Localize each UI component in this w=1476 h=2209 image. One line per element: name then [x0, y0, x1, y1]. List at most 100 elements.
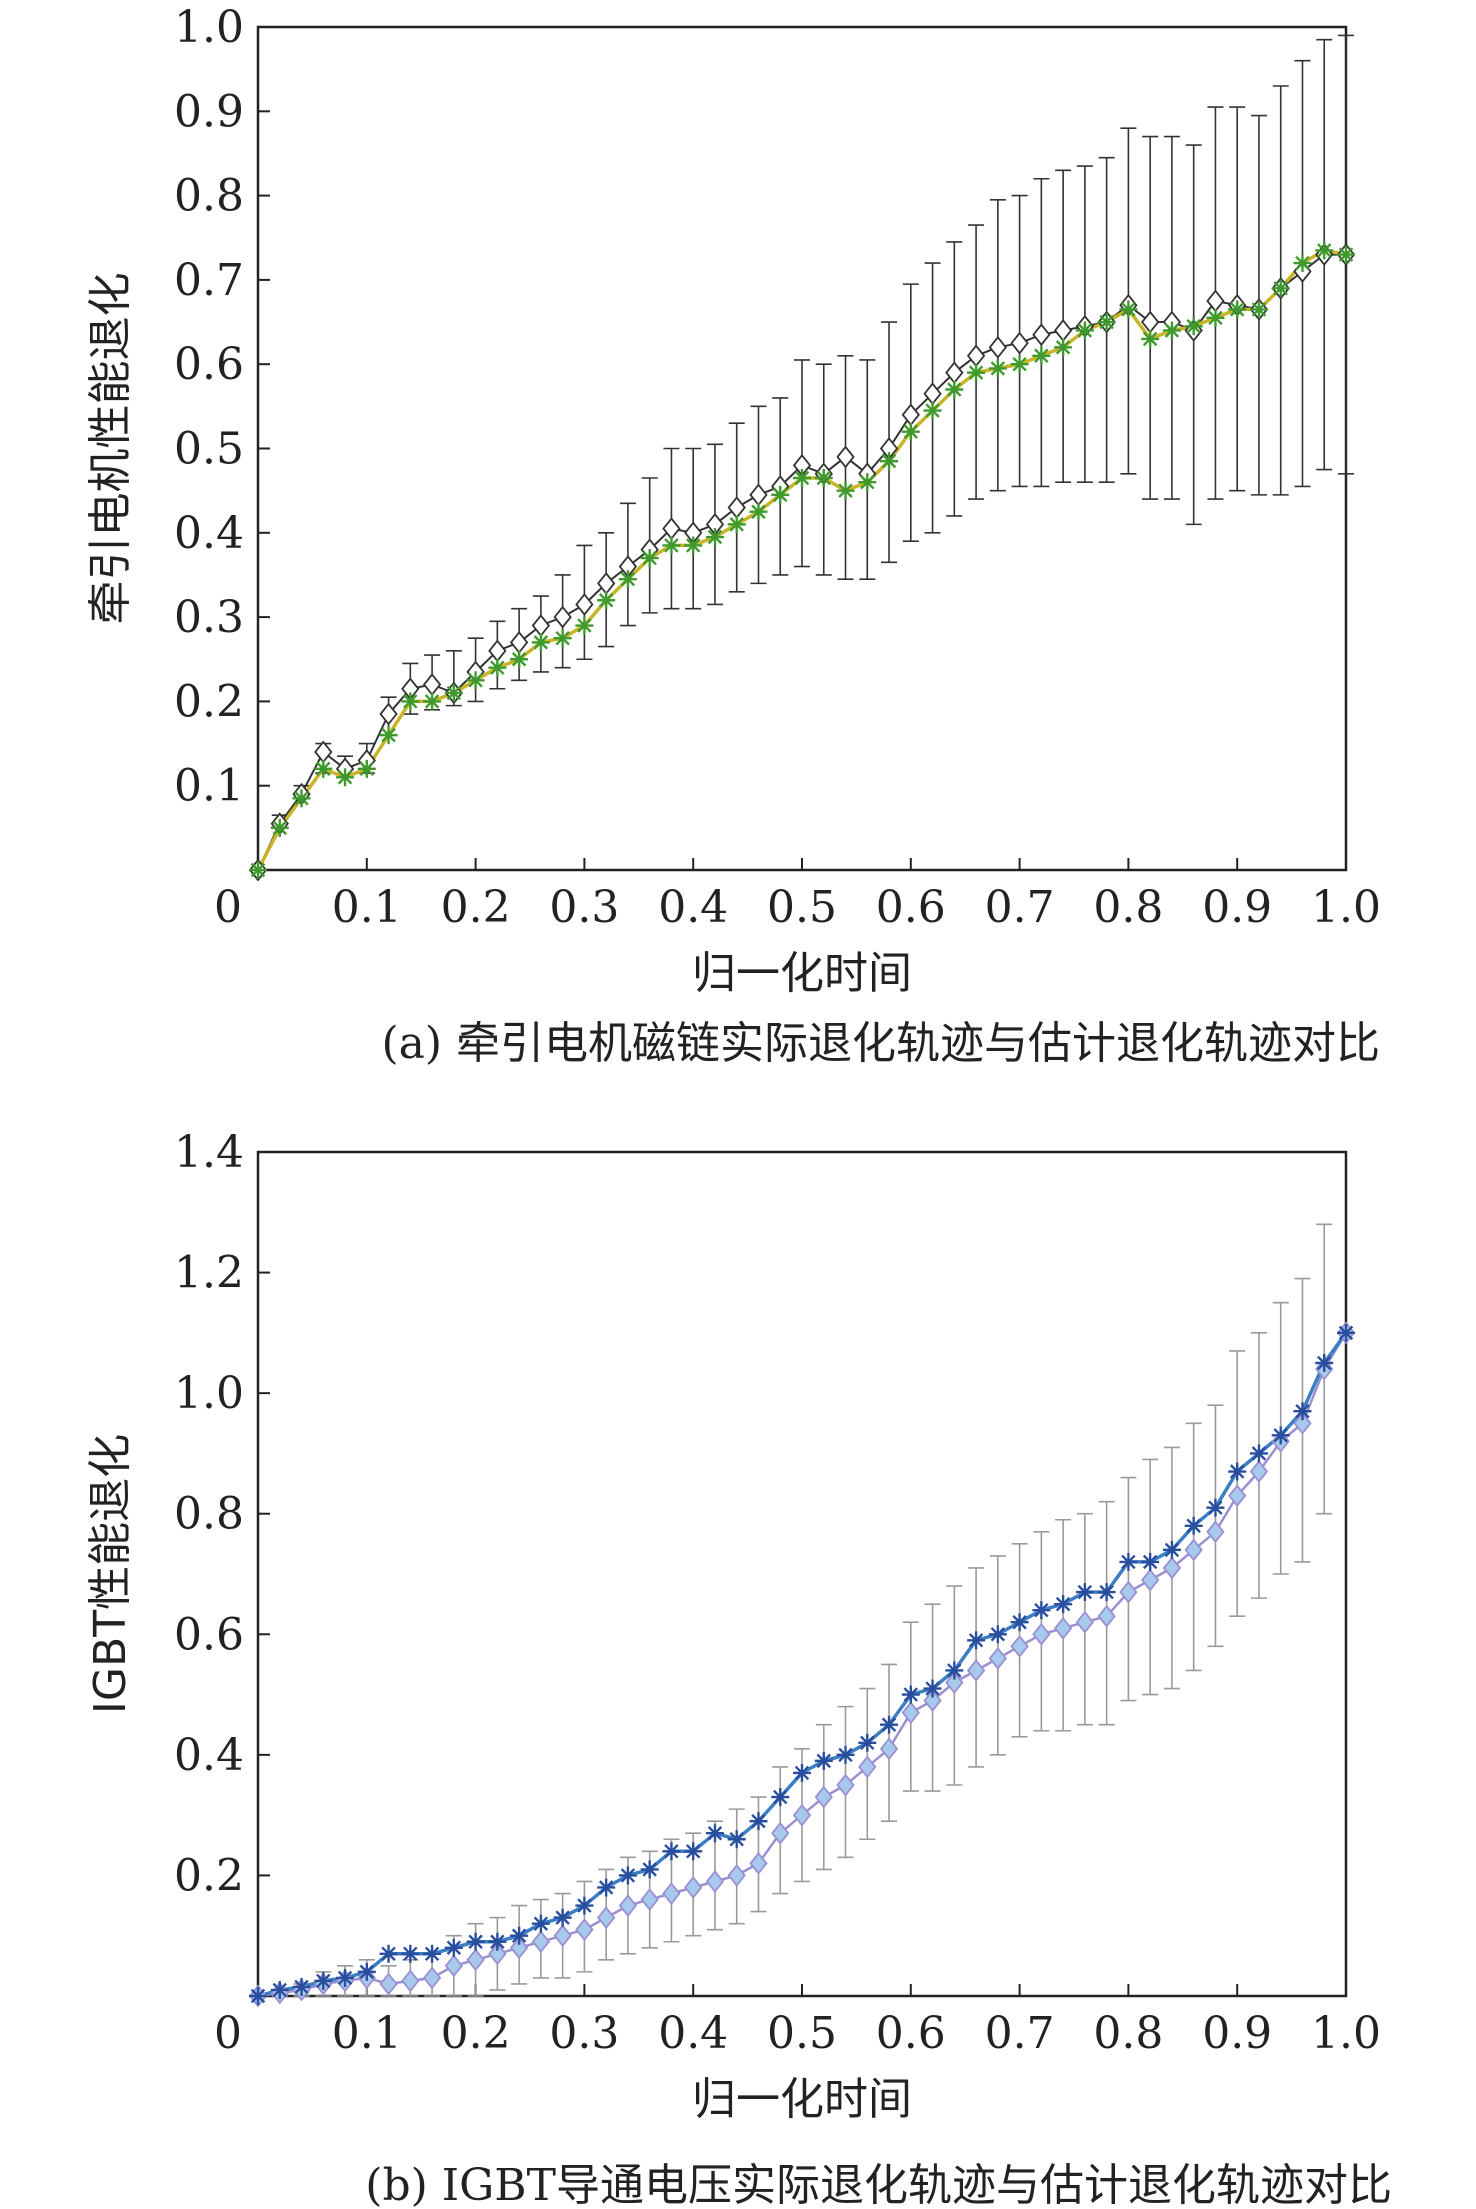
asterisk-marker: [1184, 317, 1203, 336]
x-tick-label: 0.3: [549, 882, 619, 933]
x-tick-label: 0.7: [985, 2008, 1055, 2059]
series-line: [257, 1331, 1348, 1998]
asterisk-marker: [401, 1944, 420, 1963]
asterisk-marker: [814, 469, 833, 488]
asterisk-marker: [1032, 1601, 1051, 1620]
asterisk-marker: [1141, 329, 1160, 348]
asterisk-marker: [597, 591, 616, 610]
diamond-marker: [1293, 1411, 1312, 1435]
y-tick-label: 0.2: [174, 676, 244, 727]
diamond-marker: [466, 1948, 485, 1972]
diamond-marker: [923, 1689, 942, 1713]
diamond-marker: [379, 702, 398, 726]
y-tick-label: 1.4: [174, 1127, 244, 1178]
diamond-marker: [1010, 331, 1029, 355]
asterisk-marker: [880, 1715, 899, 1734]
diamond-marker: [966, 1659, 986, 1682]
diamond-marker: [879, 1737, 899, 1761]
diamond-marker: [531, 614, 551, 637]
diamond-marker: [640, 1888, 659, 1911]
x-tick-label: 0.3: [549, 2008, 619, 2059]
asterisk-marker: [444, 683, 463, 702]
asterisk-marker: [249, 1987, 267, 2005]
x-tick-label: 0.7: [985, 882, 1055, 933]
asterisk-marker: [1184, 1516, 1203, 1535]
asterisk-marker: [727, 515, 746, 534]
x-tick-label: 0.2: [441, 2008, 511, 2059]
diamond-marker: [1097, 1604, 1116, 1628]
asterisk-marker: [923, 1679, 942, 1698]
asterisk-marker: [1293, 254, 1312, 273]
diamond-marker: [749, 483, 768, 507]
asterisk-marker: [1315, 1354, 1334, 1372]
asterisk-marker: [379, 1944, 398, 1963]
asterisk-marker: [988, 359, 1007, 378]
diamond-marker: [444, 1954, 463, 1978]
asterisk-marker: [423, 692, 442, 711]
asterisk-marker: [640, 549, 659, 568]
asterisk-marker: [967, 363, 986, 382]
diamond-marker: [379, 1972, 398, 1996]
asterisk-marker: [880, 452, 899, 471]
diamond-marker: [488, 639, 507, 663]
asterisk-marker: [1162, 1540, 1181, 1559]
diamond-marker: [314, 740, 333, 764]
asterisk-marker: [510, 650, 529, 669]
chart-b: 0.1 0.2 0.3 0.4 0.5 0.6 0.7 0.8 0.9 1.0 0 0.2 0.4 0.6…: [85, 1127, 1381, 2125]
asterisk-marker: [510, 1926, 529, 1945]
asterisk-marker: [292, 1977, 311, 1996]
asterisk-marker: [553, 629, 572, 648]
y-tick-label: 0.4: [174, 1730, 244, 1781]
diamond-marker: [422, 673, 442, 696]
asterisk-marker: [1010, 1613, 1029, 1632]
diamond-marker: [553, 1924, 572, 1948]
diamond-marker: [509, 1936, 529, 1960]
asterisk-marker: [618, 570, 637, 589]
asterisk-marker: [1097, 313, 1116, 332]
asterisk-marker: [1054, 338, 1073, 357]
asterisk-marker: [749, 1812, 768, 1831]
asterisk-marker: [618, 1866, 637, 1885]
asterisk-marker: [945, 1661, 964, 1680]
asterisk-marker: [379, 726, 398, 745]
diamond-marker: [988, 335, 1007, 359]
diamond-marker: [1206, 1520, 1225, 1544]
asterisk-marker: [836, 1745, 855, 1764]
y-tick-label: 0.8: [174, 171, 244, 222]
x-tick-label: 0.8: [1093, 2008, 1163, 2059]
origin-label: 0: [214, 2008, 242, 2059]
diamond-marker: [575, 1918, 594, 1942]
asterisk-marker: [466, 1932, 485, 1951]
diamond-marker: [792, 1803, 812, 1827]
asterisk-marker: [401, 692, 420, 711]
asterisk-marker: [814, 1751, 833, 1770]
asterisk-marker: [249, 861, 267, 879]
asterisk-marker: [1206, 308, 1225, 327]
asterisk-marker: [270, 1980, 289, 1999]
y-tick-label: 1.2: [174, 1248, 244, 1299]
diamond-marker: [1032, 323, 1051, 347]
asterisk-marker: [749, 502, 768, 521]
diamond-marker: [1228, 1484, 1247, 1508]
asterisk-marker: [1162, 321, 1181, 340]
diamond-marker: [1053, 1616, 1073, 1640]
y-axis-title: IGBT性能退化: [85, 1434, 136, 1714]
diamond-marker: [945, 1671, 964, 1694]
asterisk-marker: [1315, 241, 1334, 260]
asterisk-marker: [684, 536, 703, 555]
x-tick-label: 0.9: [1202, 882, 1272, 933]
diamond-marker: [771, 1821, 790, 1845]
asterisk-marker: [336, 768, 355, 787]
asterisk-marker: [662, 1842, 681, 1861]
asterisk-marker: [1228, 300, 1247, 319]
asterisk-marker: [1337, 245, 1355, 264]
diamond-marker: [684, 1876, 703, 1899]
asterisk-marker: [1228, 1462, 1247, 1481]
diamond-marker: [597, 1906, 616, 1930]
asterisk-marker: [1141, 1552, 1160, 1571]
y-tick-label: 0.6: [174, 339, 244, 390]
x-axis-title: 归一化时间: [692, 2074, 912, 2125]
x-tick-label: 0.1: [332, 882, 402, 933]
asterisk-marker: [662, 536, 681, 555]
